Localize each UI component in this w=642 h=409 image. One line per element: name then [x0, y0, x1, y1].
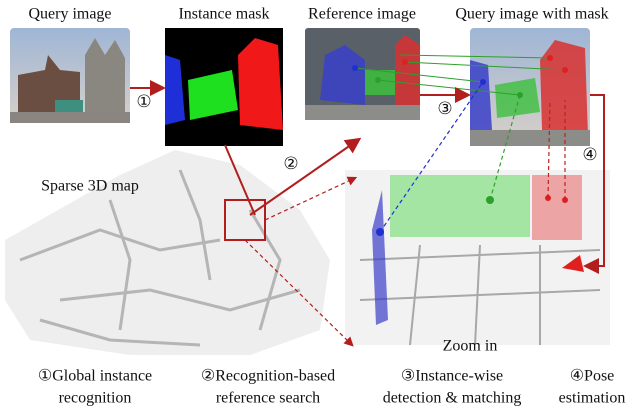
step-marker: ① — [136, 92, 151, 111]
zoom-label: Zoom in — [443, 338, 498, 355]
caption-line: ②Recognition-based — [201, 368, 335, 385]
caption-line: estimation — [559, 390, 626, 407]
match-points — [352, 55, 568, 98]
caption-line: ④Pose — [570, 368, 615, 385]
reference-image — [305, 28, 420, 120]
zoom-view — [345, 170, 610, 346]
flow-arrows — [130, 80, 605, 274]
query-image — [10, 28, 130, 123]
caption-line: recognition — [59, 390, 132, 407]
step-marker: ③ — [437, 99, 452, 118]
caption-line: ①Global instance — [38, 368, 152, 385]
step-marker: ② — [283, 154, 298, 173]
dashed-links — [244, 81, 566, 347]
panel-title: Reference image — [308, 6, 416, 23]
panel-title: Query image — [28, 6, 111, 23]
panel-title: Query image with mask — [455, 6, 608, 23]
step-marker: ④ — [582, 145, 597, 164]
caption-line: ③Instance-wise — [401, 368, 503, 385]
caption-line: detection & matching — [383, 390, 522, 407]
map-label: Sparse 3D map — [41, 178, 139, 195]
instance-mask — [165, 28, 283, 146]
query-image-masked — [470, 28, 590, 146]
match-lines — [354, 54, 566, 96]
panel-title: Instance mask — [178, 6, 269, 23]
caption-line: reference search — [216, 390, 320, 407]
